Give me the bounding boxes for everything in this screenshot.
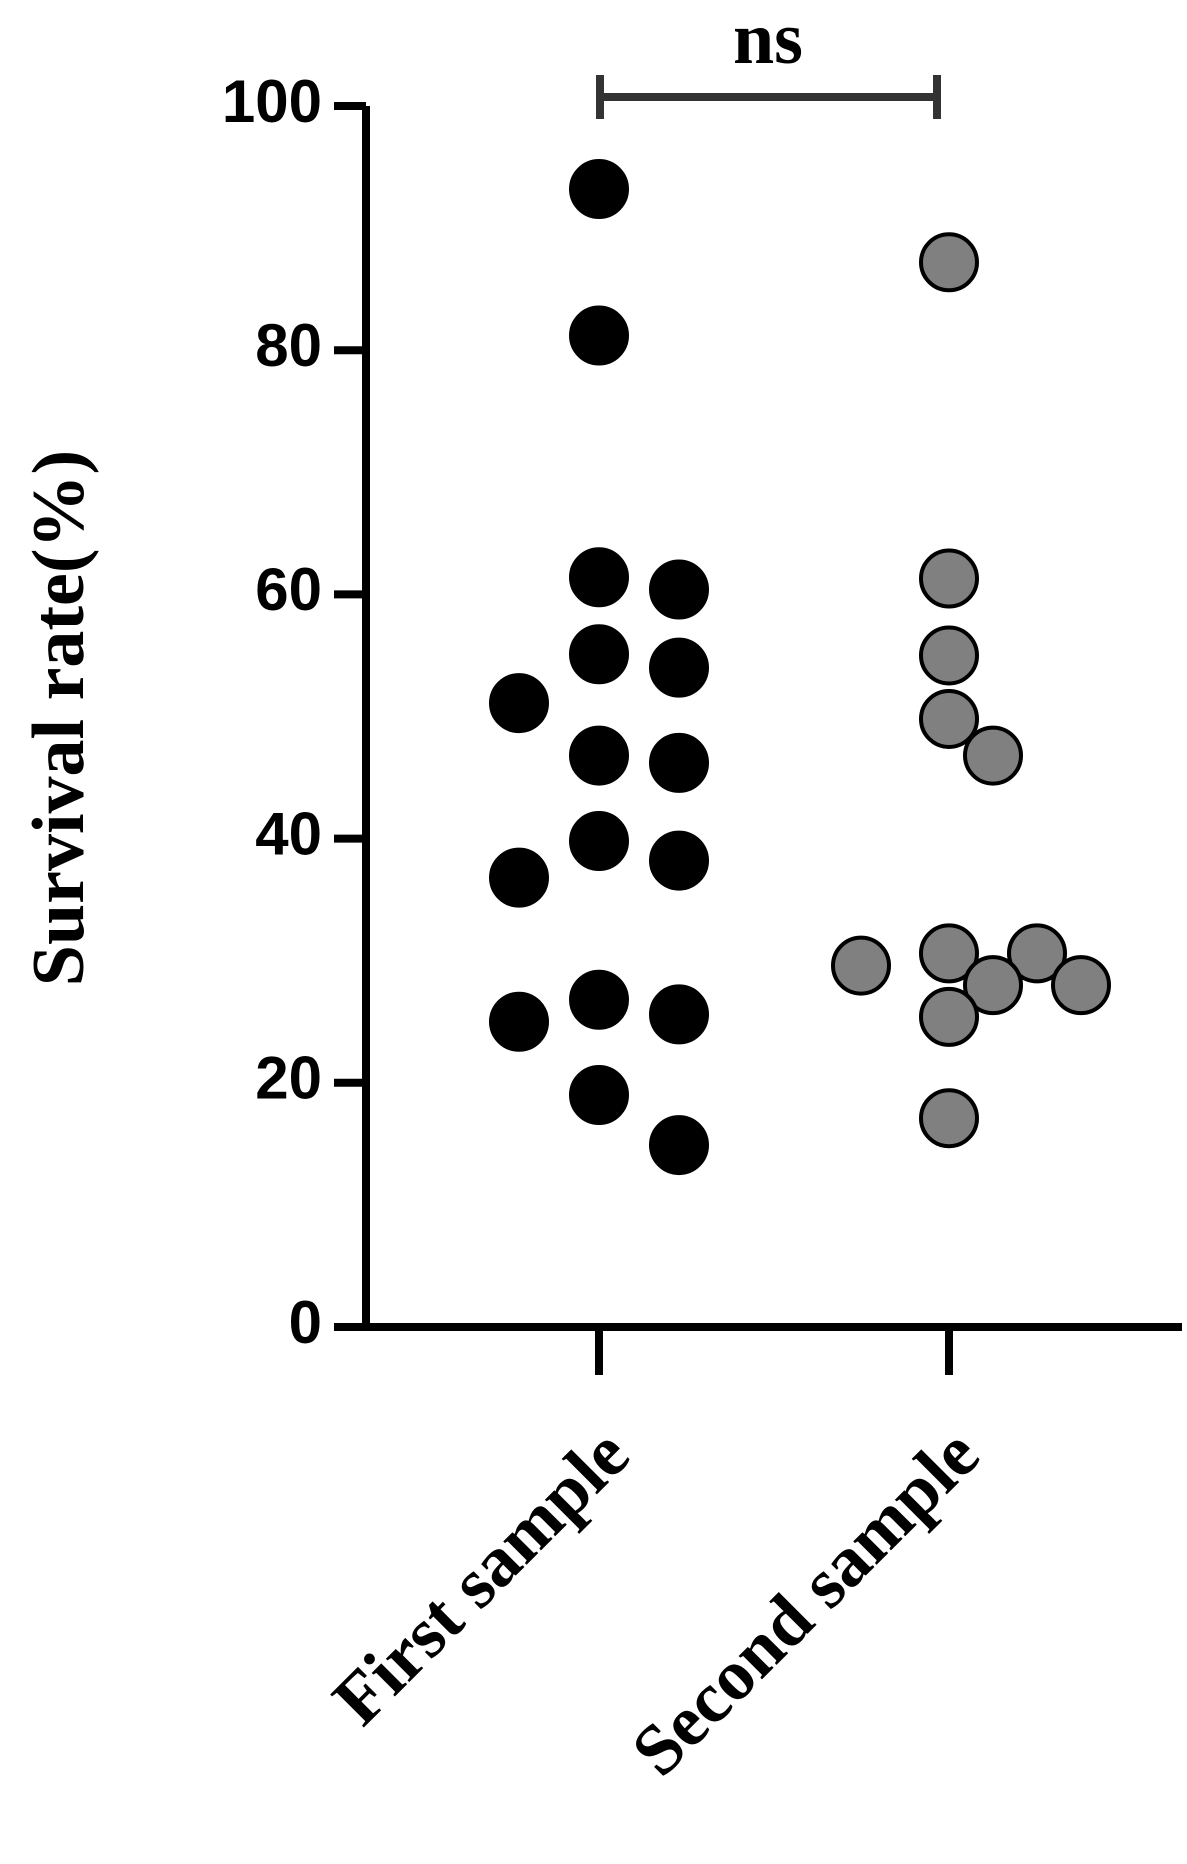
point xyxy=(919,1088,979,1149)
point xyxy=(569,725,629,786)
y-axis-label: Survival rate(%) xyxy=(18,450,100,986)
point xyxy=(649,559,709,620)
point xyxy=(649,637,709,698)
point xyxy=(963,955,1023,1016)
point xyxy=(919,923,979,984)
y-tick-label: 60 xyxy=(255,556,322,623)
point xyxy=(649,830,709,891)
point xyxy=(489,673,549,734)
point xyxy=(569,305,629,366)
point xyxy=(1007,923,1067,984)
y-tick-label: 20 xyxy=(255,1045,322,1112)
point xyxy=(569,159,629,220)
y-tick-label: 0 xyxy=(289,1289,322,1356)
point xyxy=(649,732,709,793)
x-tick-label: First sample xyxy=(317,1413,644,1740)
y-tick-label: 40 xyxy=(255,800,322,867)
point xyxy=(831,935,891,996)
point xyxy=(569,811,629,872)
point xyxy=(569,624,629,685)
point xyxy=(649,1115,709,1176)
point xyxy=(919,548,979,609)
y-tick-label: 80 xyxy=(255,312,322,379)
point xyxy=(919,625,979,686)
point xyxy=(569,969,629,1030)
point xyxy=(569,1065,629,1126)
point xyxy=(1051,955,1111,1016)
point xyxy=(649,984,709,1045)
point xyxy=(489,991,549,1052)
point xyxy=(569,547,629,608)
point xyxy=(919,232,979,293)
significance-label: ns xyxy=(733,0,803,80)
x-tick-label: Second sample xyxy=(616,1413,994,1791)
point xyxy=(489,847,549,908)
point xyxy=(919,688,979,749)
point xyxy=(919,986,979,1047)
point xyxy=(963,725,1023,786)
y-tick-label: 100 xyxy=(222,68,322,135)
